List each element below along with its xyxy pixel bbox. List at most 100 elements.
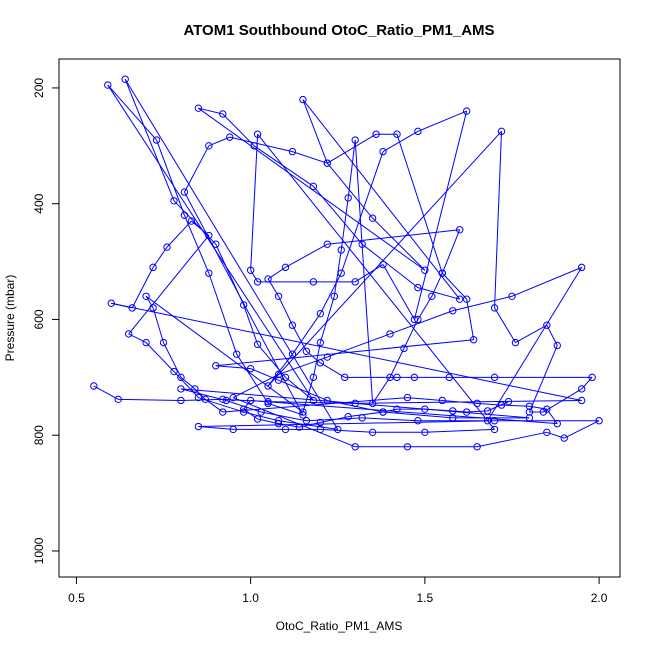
series-line-segment: [501, 404, 530, 407]
series-line-segment: [250, 269, 259, 283]
series-line-segment: [302, 99, 461, 300]
series-line-segment: [302, 377, 314, 413]
data-point: [337, 246, 345, 254]
data-point: [299, 411, 307, 419]
data-point: [253, 278, 262, 286]
plot-frame: [58, 58, 621, 578]
series-line-segment: [372, 377, 391, 404]
data-point: [90, 382, 98, 390]
data-point: [351, 443, 359, 451]
series-line-segment: [180, 388, 227, 401]
series-line-segment: [107, 84, 314, 401]
series-line-segment: [511, 266, 582, 297]
data-point: [351, 278, 359, 286]
series-line-segment: [494, 307, 516, 343]
series-line-segment: [111, 302, 582, 401]
series-line-segment: [354, 139, 374, 404]
series-line-segment: [340, 197, 349, 251]
data-point: [368, 428, 377, 437]
series-line-segment: [198, 420, 495, 428]
data-point: [525, 414, 534, 422]
data-point: [302, 347, 311, 355]
data-point: [410, 373, 419, 382]
series-line-segment: [424, 428, 495, 433]
series-line-segment: [413, 110, 468, 320]
data-point: [281, 425, 290, 434]
data-point: [449, 307, 457, 315]
data-point: [414, 127, 422, 136]
series-line-segment: [233, 397, 356, 448]
data-point: [438, 396, 446, 405]
data-point: [456, 226, 464, 234]
series-line-segment: [250, 134, 259, 271]
y-axis-label: Pressure (mbar): [3, 275, 17, 362]
data-point: [309, 278, 318, 286]
series-line-segment: [278, 296, 293, 326]
data-point: [358, 414, 366, 422]
series-line-segment: [166, 220, 192, 248]
data-point: [560, 434, 568, 442]
series-line-segment: [320, 362, 345, 378]
data-point: [456, 295, 464, 303]
data-point: [577, 396, 586, 405]
series-line-segment: [441, 272, 468, 300]
series-line-segment: [487, 267, 583, 421]
series-line-segment: [452, 295, 513, 312]
series-line-segment: [145, 296, 154, 309]
x-axis-label: OtoC_Ratio_PM1_AMS: [276, 619, 403, 633]
data-point: [577, 385, 586, 393]
series-line-segment: [407, 397, 443, 401]
data-point: [497, 401, 506, 409]
series-line-segment: [312, 186, 363, 245]
data-point: [334, 425, 342, 434]
data-point: [595, 417, 603, 425]
data-point: [194, 104, 203, 112]
data-point: [194, 393, 203, 402]
data-point: [379, 408, 387, 416]
x-axis: 0.5 1.0 1.5 2.0: [68, 577, 608, 605]
data-point: [483, 417, 492, 425]
data-point: [219, 110, 227, 118]
data-point: [341, 373, 349, 382]
series-line-segment: [355, 399, 582, 404]
series-line-segment: [124, 78, 339, 430]
data-point: [159, 338, 168, 347]
plot-area: [90, 75, 603, 451]
series-line-segment: [131, 267, 154, 309]
data-point: [194, 422, 203, 431]
series-line-segment: [222, 397, 408, 413]
series-line-segment: [215, 339, 474, 367]
series-line-segment: [354, 264, 384, 283]
data-point: [205, 142, 213, 150]
data-point: [358, 240, 366, 248]
data-point: [264, 275, 272, 283]
series-line-segment: [107, 84, 157, 141]
series-line-segment: [417, 296, 433, 320]
data-point: [180, 188, 189, 196]
data-point: [233, 350, 241, 358]
data-point: [177, 373, 185, 382]
series-line-segment: [173, 200, 217, 245]
data-point: [368, 399, 377, 408]
data-point: [473, 443, 481, 451]
series-line-segment: [466, 299, 475, 340]
series-line-segment: [326, 162, 373, 219]
series-line-segment: [424, 408, 453, 412]
data-point: [543, 428, 551, 437]
data-point: [229, 425, 237, 434]
data-point: [170, 367, 178, 376]
data-point: [104, 81, 112, 89]
series-line-segment: [243, 400, 252, 410]
data-point: [414, 417, 422, 425]
series-line-segment: [382, 130, 419, 153]
data-point: [288, 147, 297, 156]
data-point: [504, 397, 513, 406]
series-line-segment: [581, 376, 593, 390]
series-line-segment: [292, 324, 307, 352]
data-point: [323, 159, 332, 167]
data-point: [497, 127, 506, 136]
data-point: [274, 370, 283, 379]
data-point: [410, 315, 419, 324]
data-point: [142, 338, 150, 347]
data-point: [553, 419, 561, 428]
